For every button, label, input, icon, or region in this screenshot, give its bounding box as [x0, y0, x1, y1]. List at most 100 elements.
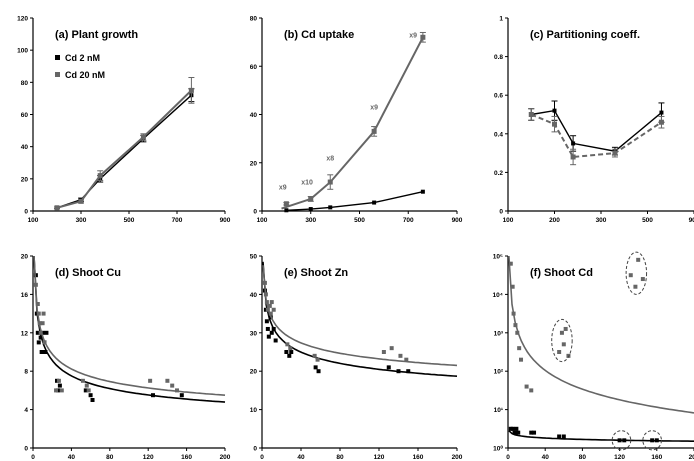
y-tick-label: 0 [499, 209, 503, 216]
data-point [289, 350, 294, 354]
legend-entry: Cd 20 nM [65, 70, 105, 80]
data-point [510, 426, 515, 431]
x-tick-label: 200 [549, 217, 560, 224]
data-point [328, 205, 333, 210]
data-point [36, 340, 41, 345]
data-point [654, 438, 659, 443]
data-point [265, 307, 270, 312]
data-point [57, 383, 62, 388]
series-cd-20nm [281, 31, 426, 210]
fit-curve [262, 261, 458, 377]
data-point [263, 292, 268, 297]
data-point [514, 426, 519, 431]
fit-curve [33, 255, 226, 403]
x-tick-label: 100 [503, 217, 514, 224]
annotation-label: x9 [409, 32, 417, 39]
data-point [622, 438, 627, 443]
x-tick-label: 80 [336, 454, 344, 461]
data-point [179, 393, 184, 398]
data-point [266, 334, 271, 339]
data-point [285, 342, 290, 347]
data-point [386, 365, 391, 370]
data-point [519, 357, 524, 362]
data-point [287, 353, 292, 358]
data-point [43, 350, 48, 354]
data-point [264, 300, 269, 305]
series-cd-20nm [528, 108, 665, 166]
x-tick-label: 40 [297, 454, 305, 461]
annotation-label: x9 [370, 105, 378, 112]
data-point [628, 273, 633, 278]
data-point [170, 383, 175, 388]
y-tick-label: 20 [250, 369, 258, 376]
data-point [515, 330, 520, 335]
data-point [612, 150, 618, 156]
annotation-label: x9 [279, 184, 287, 191]
y-tick-label: 0.2 [494, 170, 503, 177]
series-cd-20nm [33, 255, 226, 396]
data-point [283, 201, 289, 207]
data-point [140, 134, 146, 140]
data-point [59, 388, 64, 393]
fit-curve [33, 255, 226, 396]
data-point [36, 311, 41, 316]
series-cd-2nm [284, 189, 425, 213]
data-point [86, 388, 91, 393]
series-line [530, 113, 663, 159]
x-tick-label: 160 [413, 454, 424, 461]
data-point [420, 189, 425, 194]
data-point [80, 378, 85, 383]
data-point [54, 205, 60, 211]
y-tick-label: 120 [17, 16, 28, 23]
data-point [517, 346, 522, 351]
x-tick-label: 500 [124, 217, 135, 224]
series-cd-2nm [528, 100, 665, 156]
data-point [41, 311, 46, 316]
x-tick-label: 160 [181, 454, 192, 461]
y-tick-label: 0 [24, 446, 28, 453]
y-tick-label: 0.4 [494, 131, 503, 138]
data-point [529, 430, 534, 435]
y-tick-label: 0.8 [494, 54, 503, 61]
panel-title: (c) Partitioning coeff. [530, 29, 640, 41]
x-tick-label: 160 [651, 454, 662, 461]
x-tick-label: 0 [506, 454, 510, 461]
highlight-circle [642, 430, 662, 451]
series-cd-20nm [508, 255, 694, 414]
y-tick-label: 1 [499, 16, 503, 23]
data-point [563, 326, 568, 331]
data-point [510, 284, 515, 289]
data-point [90, 398, 95, 402]
y-tick-label: 20 [21, 176, 29, 183]
x-tick-label: 100 [257, 217, 268, 224]
data-point [175, 388, 179, 393]
data-point [640, 277, 645, 282]
data-point [389, 346, 394, 351]
data-point [524, 384, 529, 389]
data-point [44, 330, 49, 335]
data-point [315, 357, 320, 362]
x-tick-label: 200 [220, 454, 231, 461]
data-point [371, 128, 377, 134]
data-point [372, 200, 377, 205]
data-point [35, 330, 40, 335]
data-point [316, 369, 321, 374]
data-point [313, 365, 318, 370]
data-point [532, 430, 537, 435]
data-point [508, 261, 513, 266]
y-tick-label: 10³ [494, 330, 504, 337]
series-line [56, 94, 192, 209]
x-tick-label: 80 [579, 454, 587, 461]
x-tick-label: 900 [220, 217, 231, 224]
data-point [42, 340, 47, 345]
data-point [658, 119, 664, 125]
data-point [271, 307, 276, 312]
panel-title: (a) Plant growth [55, 29, 138, 41]
data-point [528, 112, 534, 117]
x-tick-label: 0 [31, 454, 35, 461]
data-point [84, 383, 89, 388]
fit-curve [508, 255, 694, 414]
highlight-circle [611, 430, 632, 451]
panel-c: 0 0.2 0.4 0.6 0.8 1 100 200 300 500 900 (c) Partiti… [494, 16, 694, 224]
